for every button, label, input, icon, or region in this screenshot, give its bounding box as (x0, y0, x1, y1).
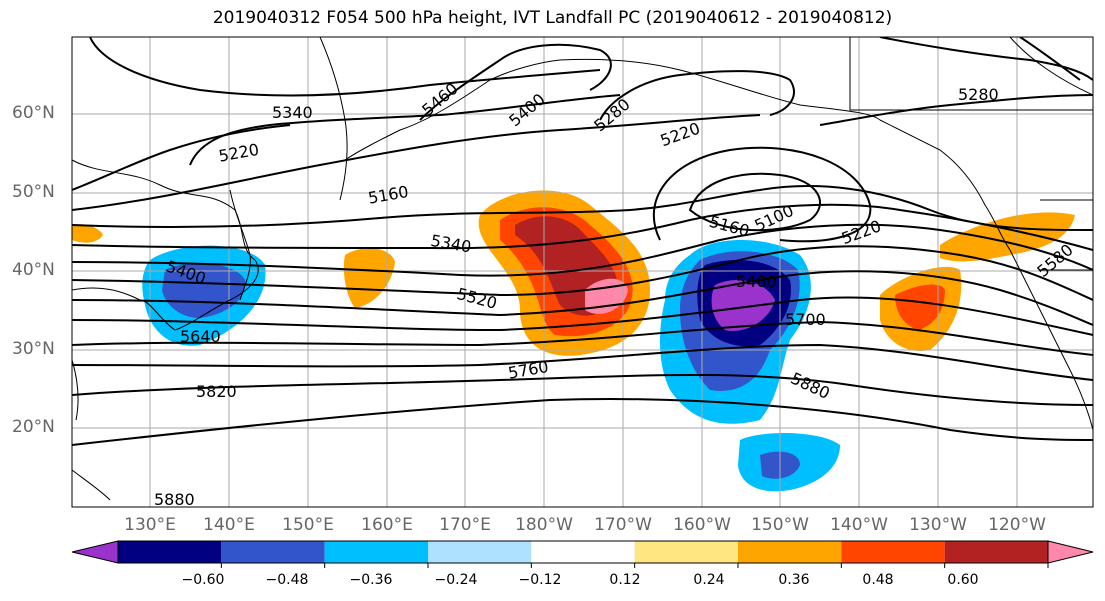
colorbar-tick-label: 0.48 (862, 572, 894, 588)
colorbar-frame (117, 540, 1049, 564)
lon-label: 180°W (515, 515, 573, 535)
lon-label: 140°W (830, 515, 888, 535)
lon-label: 140°E (203, 515, 255, 535)
lon-label: 130°W (909, 515, 967, 535)
contour-label: 5700 (785, 310, 826, 329)
colorbar-tick-label: −0.48 (265, 572, 309, 588)
lat-label: 60°N (12, 103, 55, 123)
contour-label: 5340 (272, 103, 313, 122)
height-contours (72, 37, 1093, 446)
contour-label: 5880 (154, 490, 195, 509)
lat-label: 20°N (12, 417, 55, 437)
contour-label: 5280 (958, 85, 999, 104)
contour-label: 5640 (180, 327, 221, 346)
colorbar-tick-label: 0.24 (693, 572, 725, 588)
colorbar-tick-label: −0.36 (349, 572, 393, 588)
colorbar-tick-label: 0.36 (778, 572, 810, 588)
lon-label: 150°E (282, 515, 334, 535)
lat-label: 50°N (12, 182, 55, 202)
lon-label: 170°W (594, 515, 652, 535)
colorbar-tick-label: −0.24 (434, 572, 478, 588)
colorbar-segment (944, 541, 1048, 563)
lon-label: 130°E (124, 515, 176, 535)
contour-labels: 5460 5400 5280 5220 5340 5220 5160 5280 … (154, 79, 1077, 509)
colorbar-tick-label: 0.12 (609, 572, 641, 588)
colorbar-segment (531, 541, 635, 563)
colorbar-tick-label: 0.60 (947, 572, 979, 588)
colorbar-segment (841, 541, 945, 563)
colorbar-segment (324, 541, 428, 563)
lon-label: 120°W (988, 515, 1046, 535)
lat-label: 30°N (12, 339, 55, 359)
colorbar-tick-label: −0.60 (181, 572, 225, 588)
graticule (72, 37, 1093, 507)
colorbar-segment (428, 541, 532, 563)
lon-label: 160°W (673, 515, 731, 535)
colorbar-segment (118, 541, 222, 563)
contour-label: 5460 (736, 272, 777, 291)
colorbar-segment (738, 541, 842, 563)
colorbar-segment (634, 541, 738, 563)
colorbar-segment (221, 541, 325, 563)
contour-label: 5820 (196, 382, 237, 401)
lon-label: 160°E (361, 515, 413, 535)
colorbar-tick-label: −0.12 (518, 572, 562, 588)
lon-label: 150°W (751, 515, 809, 535)
map-title: 2019040312 F054 500 hPa height, IVT Land… (212, 8, 893, 28)
lat-label: 40°N (12, 260, 55, 280)
colorbar-extend-max (1047, 540, 1094, 564)
map-frame (71, 36, 1094, 508)
lon-label: 170°E (439, 515, 491, 535)
colorbar-extend-min (71, 540, 119, 564)
